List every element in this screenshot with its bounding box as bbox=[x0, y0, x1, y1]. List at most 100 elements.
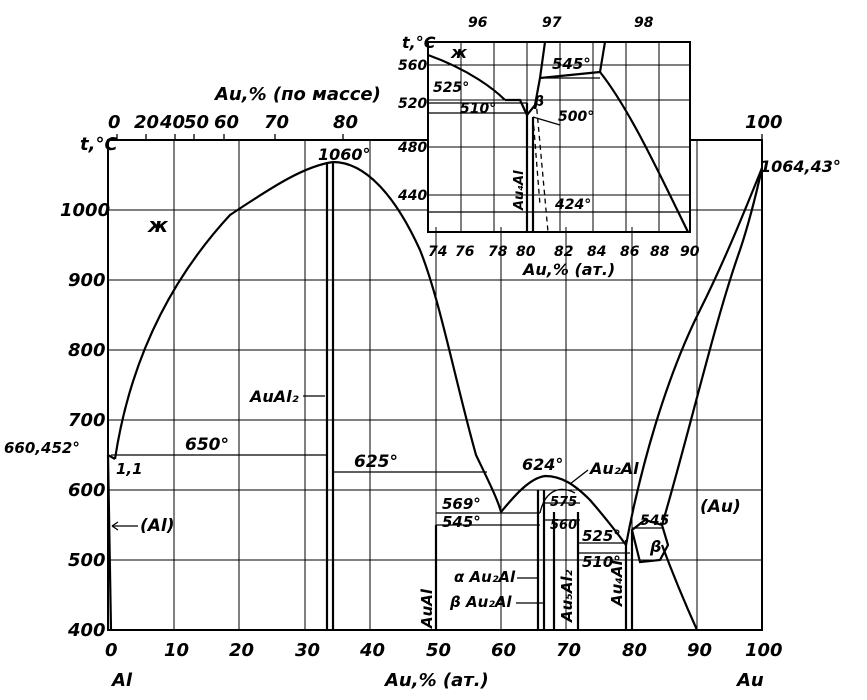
svg-text:800: 800 bbox=[68, 340, 106, 361]
svg-text:900: 900 bbox=[68, 270, 106, 291]
svg-text:0: 0 bbox=[105, 640, 118, 661]
svg-text:1000: 1000 bbox=[60, 200, 110, 221]
svg-text:30: 30 bbox=[295, 640, 320, 661]
svg-text:82: 82 bbox=[554, 244, 573, 260]
svg-text:80: 80 bbox=[333, 112, 358, 133]
svg-text:96: 96 bbox=[468, 15, 488, 31]
beta-label: β bbox=[649, 537, 661, 556]
al-solvus bbox=[106, 454, 113, 631]
inset-t424: 424° bbox=[554, 197, 591, 213]
svg-text:500: 500 bbox=[68, 550, 106, 571]
au-phase-label: (Au) bbox=[700, 497, 741, 517]
y-tick-labels: 400 500 600 700 800 900 1000 bbox=[60, 200, 110, 641]
svg-text:90: 90 bbox=[680, 244, 700, 260]
inset-top-ticks: 96 97 98 bbox=[468, 15, 654, 31]
au5al2-label: Au₅Al₂ bbox=[558, 569, 576, 623]
x-tick-labels: 0 10 20 30 40 50 60 70 80 90 100 bbox=[105, 640, 783, 661]
svg-text:520: 520 bbox=[398, 96, 427, 112]
right-element-label: Au bbox=[735, 670, 764, 691]
svg-text:76: 76 bbox=[455, 244, 475, 260]
inset-y-ticks: 440 480 520 560 bbox=[397, 58, 427, 204]
al-liquidus-short bbox=[107, 454, 116, 460]
svg-text:80: 80 bbox=[622, 640, 647, 661]
au2al-hump-inner bbox=[539, 488, 576, 514]
svg-text:98: 98 bbox=[634, 15, 654, 31]
svg-text:97: 97 bbox=[542, 15, 562, 31]
left-element-label: Al bbox=[110, 670, 133, 691]
t569-label: 569° bbox=[442, 495, 481, 513]
inset-t525: 525° bbox=[433, 80, 469, 96]
t510-label: 510° bbox=[582, 553, 621, 571]
x-axis-title: Au,% (ат.) bbox=[383, 670, 489, 691]
svg-text:700: 700 bbox=[68, 410, 106, 431]
inset-t500: 500° bbox=[558, 109, 594, 125]
svg-text:20: 20 bbox=[229, 640, 254, 661]
inset-au4al: Au₄Al bbox=[512, 170, 527, 211]
svg-text:78: 78 bbox=[488, 244, 508, 260]
inset-background bbox=[428, 27, 690, 227]
t650-label: 650° bbox=[185, 435, 229, 455]
svg-text:86: 86 bbox=[620, 244, 640, 260]
au2al-label: Au₂Al bbox=[588, 459, 639, 478]
t575-label: 575 bbox=[550, 495, 577, 510]
liquidus-middle bbox=[332, 160, 503, 513]
inset-x-ticks: 74 76 78 80 82 84 86 88 90 bbox=[428, 244, 700, 260]
inset-t545: 545° bbox=[552, 55, 591, 73]
svg-text:480: 480 bbox=[397, 140, 427, 156]
t545b-label: 545 bbox=[640, 513, 669, 529]
top-axis-title: Au,% (по массе) bbox=[213, 84, 381, 105]
svg-text:20: 20 bbox=[134, 112, 159, 133]
t1060-label: 1060° bbox=[318, 145, 371, 164]
svg-text:90: 90 bbox=[687, 640, 712, 661]
top-tick-marks bbox=[116, 134, 763, 140]
svg-text:440: 440 bbox=[397, 188, 427, 204]
t624-label: 624° bbox=[522, 455, 563, 474]
svg-text:40: 40 bbox=[359, 640, 385, 661]
svg-text:10: 10 bbox=[164, 640, 189, 661]
liquidus-left bbox=[113, 160, 334, 460]
al-phase-arrow bbox=[111, 521, 138, 531]
svg-text:60: 60 bbox=[214, 112, 239, 133]
t1-1-label: 1,1 bbox=[116, 460, 143, 478]
svg-text:88: 88 bbox=[650, 244, 670, 260]
svg-text:74: 74 bbox=[428, 244, 447, 260]
au4al-label: Au₄Al bbox=[608, 560, 626, 607]
y-axis-title: t,°C bbox=[80, 134, 118, 155]
beta-region bbox=[630, 518, 670, 564]
au2al-pointer bbox=[569, 469, 589, 485]
t545-label: 545° bbox=[442, 513, 481, 531]
auAl-label: AuAl bbox=[418, 588, 436, 629]
top-tick-labels: 0 20 40 50 60 70 80 100 bbox=[108, 112, 783, 133]
al-phase-label: (Al) bbox=[140, 516, 175, 536]
svg-text:600: 600 bbox=[68, 480, 106, 501]
svg-text:0: 0 bbox=[108, 112, 121, 133]
svg-text:80: 80 bbox=[516, 244, 536, 260]
phase-lines bbox=[106, 160, 764, 631]
svg-text:50: 50 bbox=[426, 640, 451, 661]
auAl2-label: AuAl₂ bbox=[248, 387, 299, 406]
alpha-au2al-label: α Au₂Al bbox=[454, 568, 516, 586]
svg-text:60: 60 bbox=[491, 640, 516, 661]
inset-frame bbox=[427, 41, 691, 233]
t525-label: 525° bbox=[582, 527, 621, 545]
inset-liquid-label: ж bbox=[450, 43, 468, 62]
inset-beta: β bbox=[533, 94, 544, 110]
t660-label: 660,452° bbox=[4, 439, 80, 457]
au-solvus bbox=[660, 544, 699, 631]
svg-text:100: 100 bbox=[745, 640, 783, 661]
inset-lines bbox=[427, 41, 690, 233]
beta-au2al-label: β Au₂Al bbox=[449, 593, 512, 611]
t625-label: 625° bbox=[354, 452, 398, 472]
au2al-liquidus bbox=[500, 474, 627, 546]
svg-text:70: 70 bbox=[556, 640, 581, 661]
inset-t510: 510° bbox=[460, 101, 496, 117]
svg-text:70: 70 bbox=[264, 112, 289, 133]
svg-text:560: 560 bbox=[398, 58, 427, 74]
inset-x-title: Au,% (ат.) bbox=[521, 260, 615, 279]
svg-text:84: 84 bbox=[587, 244, 606, 260]
inset-y-title: t,°C bbox=[402, 33, 436, 52]
svg-text:100: 100 bbox=[745, 112, 783, 133]
liquid-label: ж bbox=[147, 213, 169, 237]
t1064-label: 1064,43° bbox=[760, 157, 841, 176]
